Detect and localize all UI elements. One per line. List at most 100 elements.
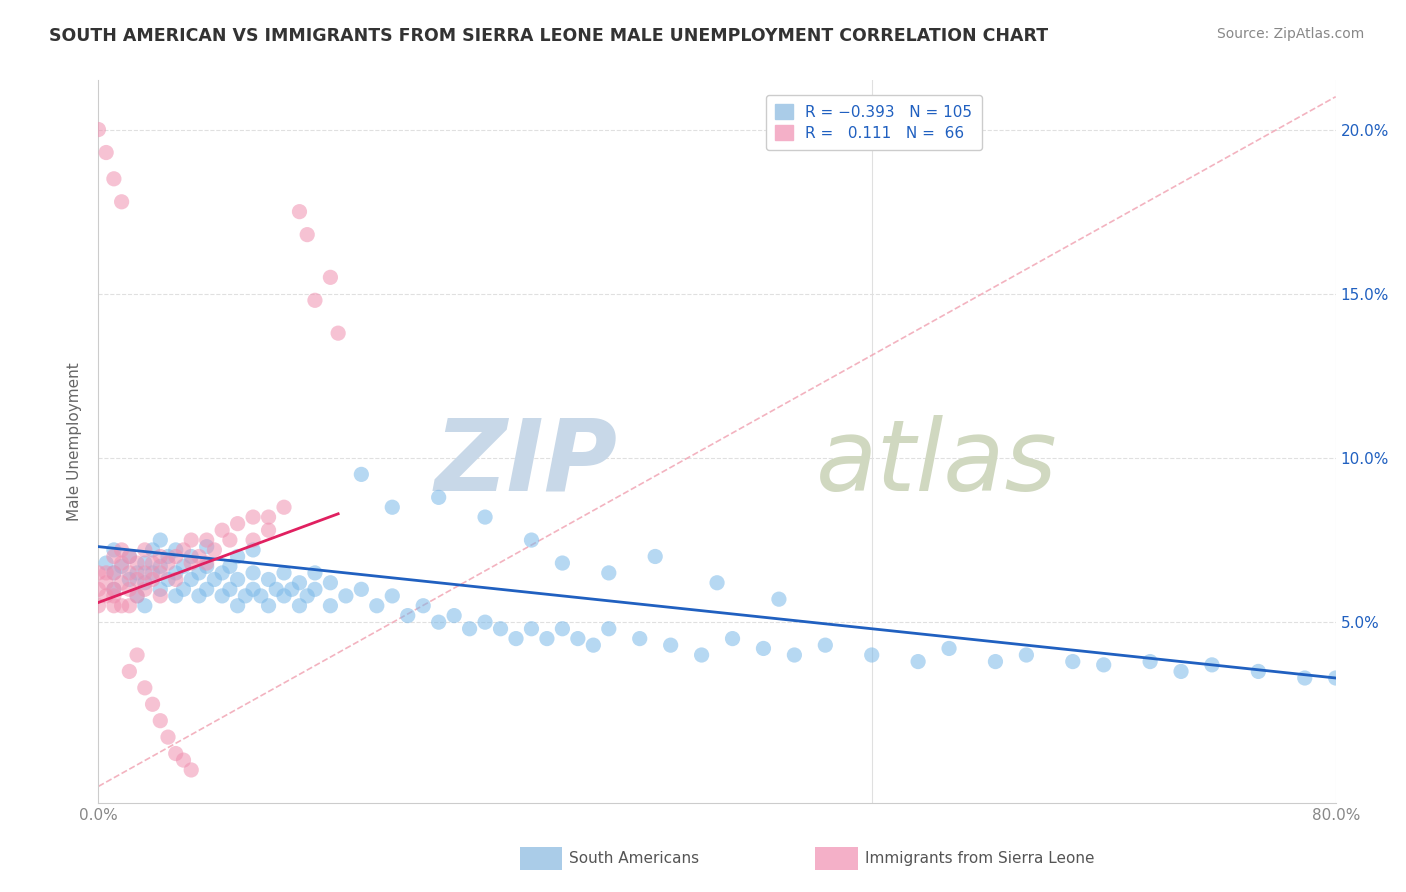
Point [690,648,713,662]
Point [172,542,194,557]
Point [721,632,744,646]
Point [644,549,666,564]
Point [226,516,249,531]
Point [149,566,172,580]
Point [1062,655,1084,669]
Point [96,589,118,603]
Point [768,592,790,607]
Point [938,641,960,656]
Point [326,326,350,340]
Point [335,589,357,603]
Point [814,638,837,652]
Point [319,575,342,590]
Point [257,510,280,524]
Point [226,549,249,564]
Y-axis label: Male Unemployment: Male Unemployment [67,362,83,521]
Point [165,549,187,564]
Point [127,589,149,603]
Point [111,575,132,590]
Point [195,559,218,574]
Point [752,641,775,656]
Text: SOUTH AMERICAN VS IMMIGRANTS FROM SIERRA LEONE MALE UNEMPLOYMENT CORRELATION CHA: SOUTH AMERICAN VS IMMIGRANTS FROM SIERRA… [49,27,1049,45]
Point [984,655,1007,669]
Point [141,566,165,580]
Point [297,227,319,242]
Point [1092,657,1115,672]
Point [520,622,543,636]
Point [165,589,187,603]
Point [172,582,194,597]
Text: Immigrants from Sierra Leone: Immigrants from Sierra Leone [865,852,1094,866]
Point [188,549,211,564]
Point [250,589,273,603]
Point [103,599,125,613]
Point [233,589,257,603]
Point [297,589,319,603]
Point [96,575,118,590]
Point [195,540,218,554]
Point [149,582,172,597]
Point [598,566,620,580]
Point [127,589,149,603]
Point [412,599,434,613]
Point [118,665,141,679]
Point [211,566,233,580]
Point [141,542,165,557]
Point [319,270,342,285]
Point [127,648,149,662]
Point [195,582,218,597]
Point [180,549,202,564]
Point [1139,655,1161,669]
Point [180,533,202,547]
Point [257,573,280,587]
Point [157,573,180,587]
Point [141,698,165,712]
Point [257,599,280,613]
Point [204,573,226,587]
Point [366,599,388,613]
Point [219,582,242,597]
Point [242,533,264,547]
Point [87,122,110,136]
Point [551,556,574,570]
Point [134,575,156,590]
Point [536,632,558,646]
Point [219,533,242,547]
Point [427,615,450,630]
Point [242,566,264,580]
Point [103,566,125,580]
Point [141,556,165,570]
Point [103,549,125,564]
Point [96,566,118,580]
Point [598,622,620,636]
Point [127,566,149,580]
Point [118,566,141,580]
Point [350,467,373,482]
Point [118,549,141,564]
Point [165,573,187,587]
Point [157,556,180,570]
Point [226,573,249,587]
Point [141,573,165,587]
Point [350,582,373,597]
Point [149,549,172,564]
Point [134,566,156,580]
Point [551,622,574,636]
Point [134,582,156,597]
Point [111,194,132,209]
Point [257,523,280,537]
Point [458,622,481,636]
Point [860,648,883,662]
Point [149,533,172,547]
Point [103,171,125,186]
Point [118,599,141,613]
Point [907,655,929,669]
Point [474,510,496,524]
Point [288,599,311,613]
Point [489,622,512,636]
Point [195,556,218,570]
Point [219,559,242,574]
Point [103,582,125,597]
Point [211,523,233,537]
Point [87,566,110,580]
